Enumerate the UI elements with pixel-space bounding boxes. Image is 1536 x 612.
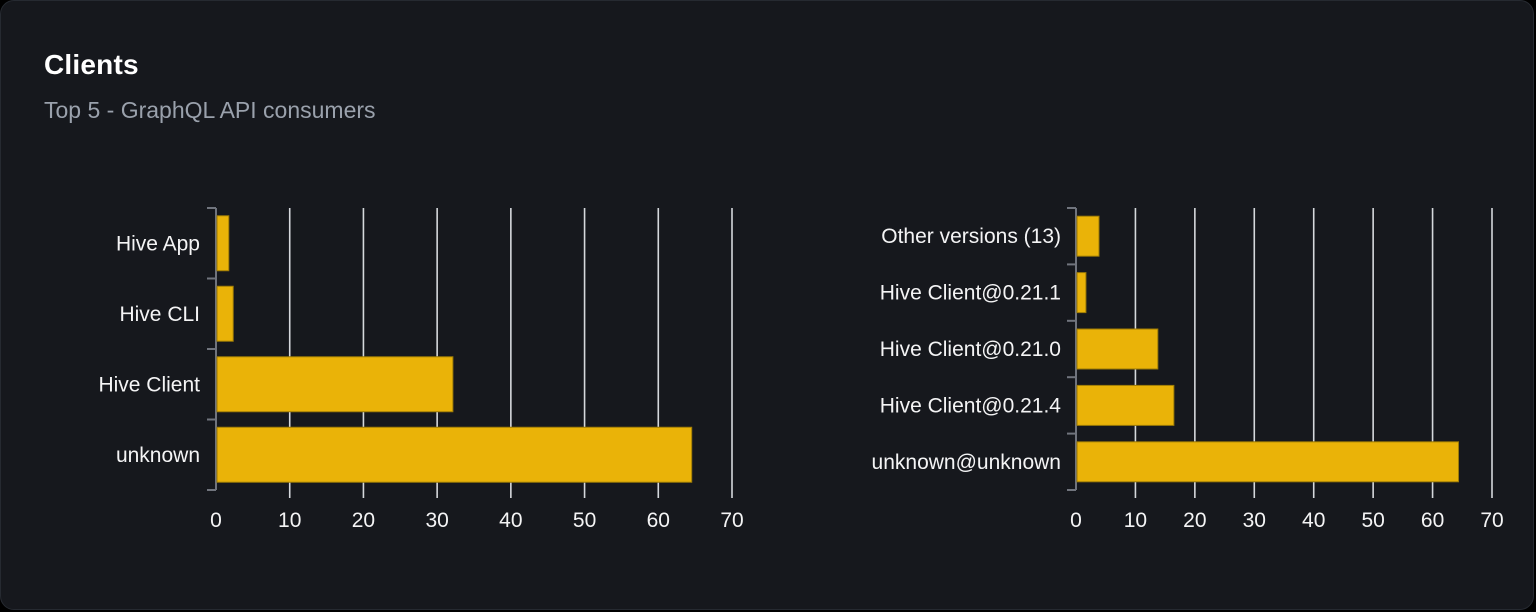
category-label: unknown@unknown xyxy=(872,451,1061,474)
card-title: Clients xyxy=(44,49,139,80)
x-axis-tick-label: 30 xyxy=(1243,509,1266,532)
bar xyxy=(1076,384,1175,426)
bar xyxy=(1076,272,1087,314)
category-label: Hive Client@0.21.1 xyxy=(880,282,1061,305)
bar xyxy=(216,285,234,342)
x-axis-tick-label: 70 xyxy=(1480,509,1503,532)
x-axis-tick-label: 50 xyxy=(1361,509,1384,532)
x-axis-tick-label: 20 xyxy=(1183,509,1206,532)
category-label: Hive App xyxy=(116,232,200,255)
category-label: Other versions (13) xyxy=(881,225,1061,248)
x-axis-tick-label: 10 xyxy=(278,509,301,532)
x-axis-tick-label: 0 xyxy=(210,509,222,532)
bar xyxy=(1076,441,1460,483)
clients-bar-chart: 0 10 20 30 40 50 60 70 Hive App Hive CLI Hive Clie… xyxy=(98,207,744,532)
x-axis-tick-label: 10 xyxy=(1124,509,1147,532)
card-subtitle: Top 5 - GraphQL API consumers xyxy=(44,97,376,123)
client-versions-bar-chart: 0 10 20 30 40 50 60 70 Other versions (13) Hive C… xyxy=(872,207,1504,532)
x-axis-tick-label: 70 xyxy=(720,509,743,532)
x-axis-tick-label: 20 xyxy=(352,509,375,532)
category-label: Hive Client@0.21.4 xyxy=(880,394,1062,417)
bar xyxy=(216,426,693,483)
x-axis-tick-label: 40 xyxy=(1302,509,1325,532)
x-axis-tick-label: 50 xyxy=(573,509,596,532)
x-axis-tick-label: 30 xyxy=(425,509,448,532)
category-label: Hive CLI xyxy=(119,303,200,326)
category-label: Hive Client xyxy=(98,373,200,396)
bar xyxy=(1076,215,1100,257)
category-label: unknown xyxy=(116,444,200,467)
x-axis-tick-label: 40 xyxy=(499,509,522,532)
bar xyxy=(1076,328,1159,370)
x-axis-tick-label: 0 xyxy=(1070,509,1082,532)
bar xyxy=(216,356,454,413)
category-label: Hive Client@0.21.0 xyxy=(880,338,1061,361)
x-axis-tick-label: 60 xyxy=(1421,509,1444,532)
x-axis-tick-label: 60 xyxy=(647,509,670,532)
bar xyxy=(216,215,230,272)
